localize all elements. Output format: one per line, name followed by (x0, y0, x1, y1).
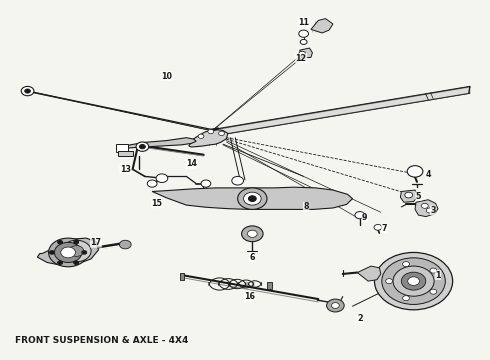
Circle shape (382, 258, 445, 305)
Polygon shape (212, 87, 470, 136)
Circle shape (300, 40, 307, 44)
Circle shape (136, 142, 149, 151)
Circle shape (74, 240, 78, 244)
Circle shape (393, 266, 434, 296)
Polygon shape (357, 266, 381, 281)
Text: 6: 6 (249, 253, 255, 262)
Text: 16: 16 (245, 292, 255, 301)
Circle shape (374, 252, 453, 310)
Text: 7: 7 (382, 224, 387, 233)
Circle shape (82, 251, 87, 254)
Circle shape (49, 238, 88, 267)
Text: 14: 14 (186, 159, 197, 168)
Text: FRONT SUSPENSION & AXLE - 4X4: FRONT SUSPENSION & AXLE - 4X4 (15, 336, 189, 345)
Circle shape (430, 289, 437, 294)
Circle shape (21, 86, 34, 96)
Circle shape (299, 51, 306, 56)
Circle shape (219, 131, 224, 135)
Polygon shape (189, 130, 228, 147)
Polygon shape (400, 190, 418, 202)
Polygon shape (37, 238, 98, 265)
Circle shape (61, 247, 75, 258)
Circle shape (69, 246, 84, 256)
Circle shape (403, 262, 410, 267)
Text: 13: 13 (120, 165, 131, 174)
Circle shape (248, 196, 256, 202)
Circle shape (24, 89, 30, 93)
Circle shape (331, 303, 339, 309)
Circle shape (408, 277, 419, 285)
Circle shape (147, 180, 157, 187)
Circle shape (299, 30, 309, 37)
Polygon shape (179, 273, 184, 280)
Circle shape (401, 272, 426, 290)
Circle shape (327, 299, 344, 312)
Circle shape (374, 225, 382, 230)
Circle shape (242, 226, 263, 242)
Text: 5: 5 (416, 192, 421, 201)
Circle shape (140, 144, 146, 149)
Text: 4: 4 (425, 170, 431, 179)
Polygon shape (116, 144, 128, 152)
Circle shape (58, 240, 63, 244)
Circle shape (49, 251, 54, 254)
Polygon shape (118, 150, 133, 156)
Circle shape (58, 261, 63, 265)
Circle shape (208, 130, 214, 134)
Text: 2: 2 (357, 314, 363, 323)
Text: 10: 10 (161, 72, 172, 81)
Circle shape (426, 208, 433, 213)
Text: 8: 8 (303, 202, 309, 211)
Circle shape (54, 242, 82, 262)
Circle shape (355, 212, 365, 219)
Circle shape (407, 166, 423, 177)
Circle shape (430, 268, 437, 273)
Circle shape (247, 230, 257, 237)
Circle shape (232, 176, 244, 185)
Text: 11: 11 (298, 18, 309, 27)
Circle shape (62, 240, 91, 262)
Circle shape (120, 240, 131, 249)
Text: 1: 1 (435, 270, 441, 279)
Circle shape (386, 279, 392, 284)
Circle shape (405, 192, 413, 198)
Text: 9: 9 (362, 213, 368, 222)
Polygon shape (152, 187, 352, 210)
Polygon shape (415, 200, 438, 217)
Polygon shape (121, 138, 196, 148)
Circle shape (74, 261, 78, 265)
Text: 17: 17 (91, 238, 101, 247)
Text: 12: 12 (295, 54, 307, 63)
Circle shape (244, 192, 261, 205)
Polygon shape (311, 19, 333, 33)
Polygon shape (267, 282, 272, 289)
Polygon shape (300, 48, 313, 58)
Circle shape (198, 134, 204, 138)
Circle shape (403, 296, 410, 301)
Circle shape (201, 180, 211, 187)
Circle shape (156, 174, 168, 183)
Circle shape (421, 203, 428, 208)
Text: 3: 3 (430, 206, 436, 215)
Text: 15: 15 (151, 199, 163, 208)
Circle shape (238, 188, 267, 210)
